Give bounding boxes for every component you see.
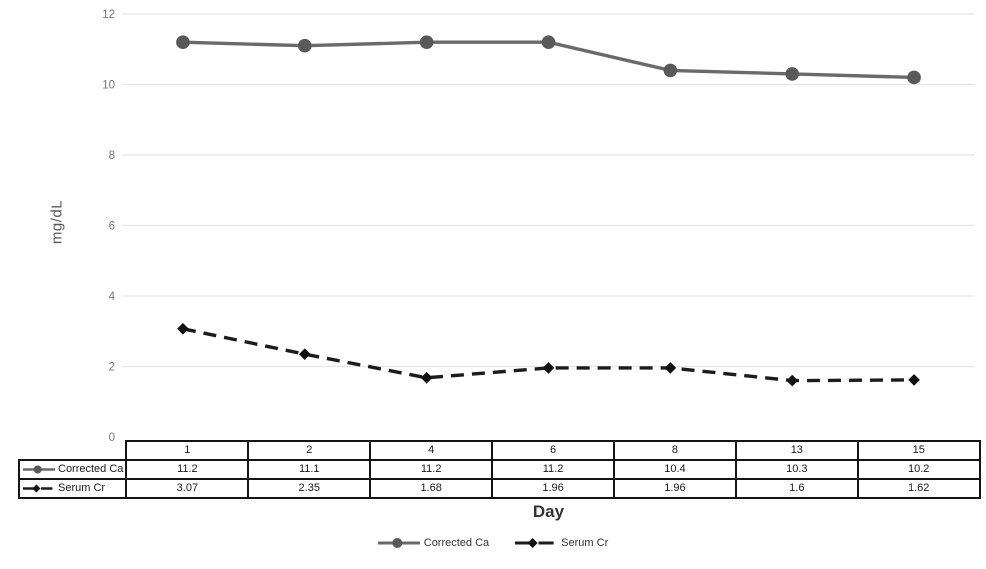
y-tick-label: 8 [109,150,115,162]
legend-label: Corrected Ca [423,537,490,549]
marker-circle [297,38,312,53]
value-cell: 10.4 [612,459,737,480]
marker-diamond [542,362,555,374]
day-header-cell: 6 [491,440,615,461]
day-header-cell: 15 [856,440,981,461]
y-tick-label: 2 [109,362,115,374]
marker-diamond [177,322,189,335]
marker-diamond [298,348,311,360]
value-cell: 11.2 [491,459,615,480]
marker-circle [785,67,800,81]
marker-diamond [420,371,433,384]
y-tick-label: 6 [109,221,115,233]
marker-circle [419,35,434,49]
legend-label: Serum Cr [561,537,609,549]
value-cell: 1.68 [369,478,494,499]
marker-diamond [786,374,799,387]
dashed-line-diamond-icon [515,538,558,548]
value-cell: 11.1 [247,459,372,480]
value-cell: 1.62 [856,478,981,499]
day-header-cell: 8 [612,440,737,461]
marker-circle [176,35,190,49]
legend-item: Corrected Ca [377,537,490,549]
value-cell: 1.96 [612,478,737,499]
day-header-cell: 13 [734,440,859,461]
value-cell: 10.2 [856,459,981,480]
y-tick-label: 0 [109,432,115,444]
chart-legend: Corrected Ca Serum Cr [0,537,986,549]
chart-data-table: 1 2 4 6 8 13 15 Corrected Ca 11.2 11.1 11.2 11.2 10.… [17,440,981,499]
marker-circle [663,63,678,78]
value-cell: 10.3 [734,459,859,480]
value-cell: 3.07 [125,478,250,499]
value-cell: 1.6 [734,478,859,499]
value-cell: 2.35 [247,478,372,499]
series-row-label: Corrected Ca [58,463,124,475]
series-row-header: Serum Cr [17,478,128,499]
solid-line-circle-icon [377,538,420,548]
y-tick-label: 10 [102,80,115,92]
value-cell: 1.96 [491,478,615,499]
dashed-line-diamond-icon [23,484,55,493]
marker-diamond [908,374,920,386]
table-corner-cell [19,441,126,460]
data-table: 1 2 4 6 8 13 15 Corrected Ca 11.2 11.1 11.2 11.2 10.… [17,440,981,499]
value-cell: 11.2 [125,459,250,480]
y-axis-title: mg/dL [48,199,66,245]
legend-item: Serum Cr [515,537,608,549]
day-header-cell: 2 [247,440,372,461]
series-row-label: Serum Cr [58,482,106,494]
marker-diamond [664,362,677,374]
y-tick-label: 4 [109,291,116,303]
solid-line-circle-icon [23,465,55,474]
value-cell: 11.2 [369,459,494,480]
marker-circle [907,70,921,85]
marker-circle [541,35,556,49]
x-axis-title: Day [532,502,565,521]
series-row-header: Corrected Ca [17,459,128,480]
y-tick-label: 12 [102,9,115,21]
day-header-cell: 1 [125,440,250,461]
day-header-cell: 4 [369,440,494,461]
